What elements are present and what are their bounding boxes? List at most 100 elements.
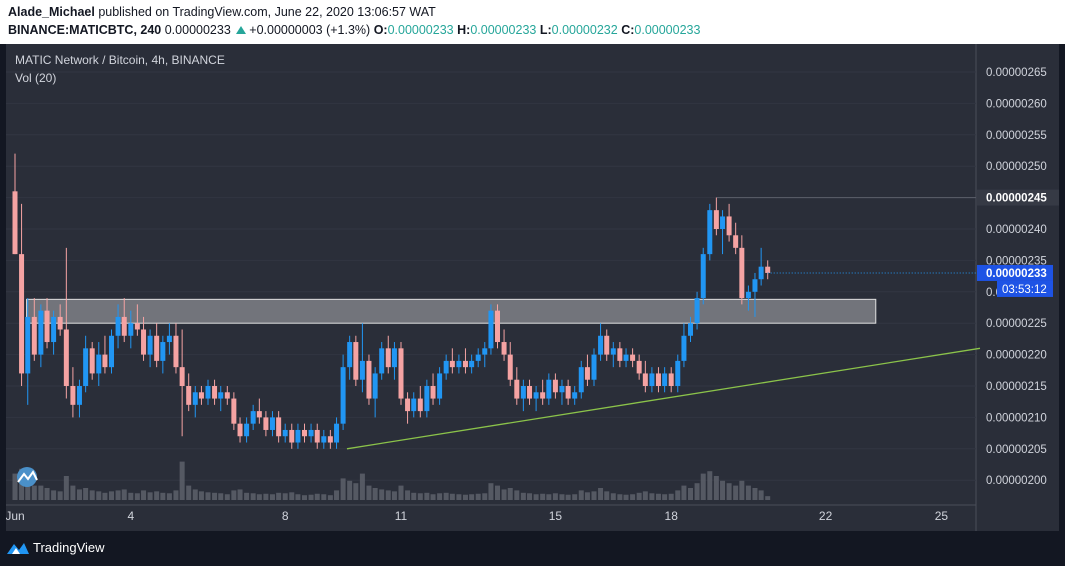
candle-body[interactable] bbox=[405, 398, 411, 412]
candle-body[interactable] bbox=[63, 329, 69, 386]
candle-body[interactable] bbox=[385, 348, 391, 368]
candle-body[interactable] bbox=[269, 417, 275, 430]
candle-body[interactable] bbox=[340, 367, 346, 424]
resistance-zone[interactable] bbox=[26, 298, 877, 324]
candle-body[interactable] bbox=[160, 342, 166, 361]
candle-body[interactable] bbox=[308, 429, 314, 437]
candle-body[interactable] bbox=[707, 210, 713, 255]
candle-body[interactable] bbox=[552, 379, 558, 393]
candle-body[interactable] bbox=[449, 360, 455, 368]
candle-body[interactable] bbox=[256, 411, 262, 418]
candle-body[interactable] bbox=[147, 335, 153, 355]
candle-body[interactable] bbox=[398, 348, 404, 399]
candle-body[interactable] bbox=[675, 360, 681, 386]
candle-body[interactable] bbox=[649, 373, 655, 386]
candle-body[interactable] bbox=[462, 360, 468, 368]
candle-body[interactable] bbox=[179, 367, 185, 386]
candle-body[interactable] bbox=[263, 417, 269, 430]
candle-body[interactable] bbox=[289, 429, 295, 443]
candle-body[interactable] bbox=[154, 335, 160, 361]
candle-body[interactable] bbox=[237, 423, 243, 437]
candle-body[interactable] bbox=[31, 316, 37, 355]
candle-body[interactable] bbox=[610, 348, 616, 355]
candle-body[interactable] bbox=[359, 360, 365, 380]
candle-body[interactable] bbox=[83, 348, 89, 386]
candle-body[interactable] bbox=[276, 417, 282, 437]
candle-body[interactable] bbox=[96, 354, 102, 374]
candle-body[interactable] bbox=[128, 323, 134, 336]
candle-body[interactable] bbox=[173, 335, 179, 368]
candle-body[interactable] bbox=[642, 373, 648, 386]
candle-body[interactable] bbox=[540, 392, 546, 399]
candle-body[interactable] bbox=[70, 386, 76, 405]
candle-body[interactable] bbox=[655, 373, 661, 386]
candle-body[interactable] bbox=[700, 254, 706, 299]
candle-body[interactable] bbox=[218, 392, 224, 399]
candle-body[interactable] bbox=[250, 411, 256, 424]
candle-body[interactable] bbox=[469, 360, 475, 368]
tradingview-brand[interactable]: TradingView bbox=[33, 540, 105, 555]
candle-body[interactable] bbox=[752, 279, 758, 292]
candle-body[interactable] bbox=[668, 373, 674, 386]
candle-body[interactable] bbox=[134, 323, 140, 330]
candle-body[interactable] bbox=[726, 216, 732, 236]
candle-body[interactable] bbox=[758, 266, 764, 280]
candle-body[interactable] bbox=[38, 310, 44, 355]
candle-body[interactable] bbox=[514, 379, 520, 399]
candle-body[interactable] bbox=[102, 354, 108, 368]
candle-body[interactable] bbox=[12, 191, 18, 255]
candle-body[interactable] bbox=[578, 367, 584, 393]
candle-body[interactable] bbox=[109, 335, 114, 368]
candle-body[interactable] bbox=[192, 392, 198, 405]
candle-body[interactable] bbox=[688, 323, 693, 336]
candle-body[interactable] bbox=[244, 423, 250, 437]
candle-body[interactable] bbox=[347, 342, 353, 368]
ascending-trendline[interactable] bbox=[346, 347, 981, 450]
author-name[interactable]: Alade_Michael bbox=[8, 5, 95, 19]
candle-body[interactable] bbox=[565, 386, 571, 399]
candle-body[interactable] bbox=[443, 360, 449, 374]
candle-body[interactable] bbox=[321, 436, 327, 443]
candle-body[interactable] bbox=[231, 398, 237, 424]
candle-body[interactable] bbox=[166, 335, 172, 343]
candle-body[interactable] bbox=[745, 291, 751, 299]
candle-body[interactable] bbox=[488, 310, 494, 349]
candle-body[interactable] bbox=[559, 386, 565, 393]
candle-body[interactable] bbox=[224, 392, 230, 399]
candle-body[interactable] bbox=[314, 429, 320, 443]
price-chart[interactable]: 0.00000265 0.00000260 0.00000255 0.00000250… bbox=[6, 44, 1059, 531]
candle-body[interactable] bbox=[520, 386, 526, 399]
candle-body[interactable] bbox=[76, 386, 82, 405]
candle-body[interactable] bbox=[720, 216, 726, 229]
symbol-label[interactable]: BINANCE:MATICBTC, 240 bbox=[8, 23, 162, 37]
candle-body[interactable] bbox=[604, 335, 610, 355]
candle-body[interactable] bbox=[584, 367, 590, 380]
candle-body[interactable] bbox=[533, 392, 539, 399]
candle-body[interactable] bbox=[572, 392, 578, 399]
candle-body[interactable] bbox=[282, 429, 288, 437]
candle-body[interactable] bbox=[372, 373, 378, 399]
candle-body[interactable] bbox=[44, 310, 50, 343]
candle-body[interactable] bbox=[198, 392, 204, 399]
candle-body[interactable] bbox=[733, 235, 739, 248]
candle-body[interactable] bbox=[694, 298, 700, 324]
plot-area[interactable] bbox=[6, 44, 976, 531]
candle-body[interactable] bbox=[681, 335, 687, 361]
candle-body[interactable] bbox=[327, 436, 333, 443]
tradingview-logo-icon[interactable] bbox=[6, 540, 30, 556]
candle-body[interactable] bbox=[630, 354, 636, 361]
candle-body[interactable] bbox=[617, 348, 623, 361]
candle-body[interactable] bbox=[765, 266, 771, 273]
candle-body[interactable] bbox=[662, 373, 668, 386]
candle-body[interactable] bbox=[379, 348, 385, 374]
candle-body[interactable] bbox=[25, 316, 31, 374]
candle-body[interactable] bbox=[424, 386, 430, 412]
candle-body[interactable] bbox=[501, 342, 507, 355]
candle-body[interactable] bbox=[302, 429, 307, 437]
candle-body[interactable] bbox=[495, 310, 500, 343]
candle-body[interactable] bbox=[623, 354, 629, 361]
candle-body[interactable] bbox=[205, 386, 211, 399]
candle-body[interactable] bbox=[141, 329, 147, 355]
candle-body[interactable] bbox=[334, 423, 340, 443]
candle-body[interactable] bbox=[366, 360, 372, 399]
